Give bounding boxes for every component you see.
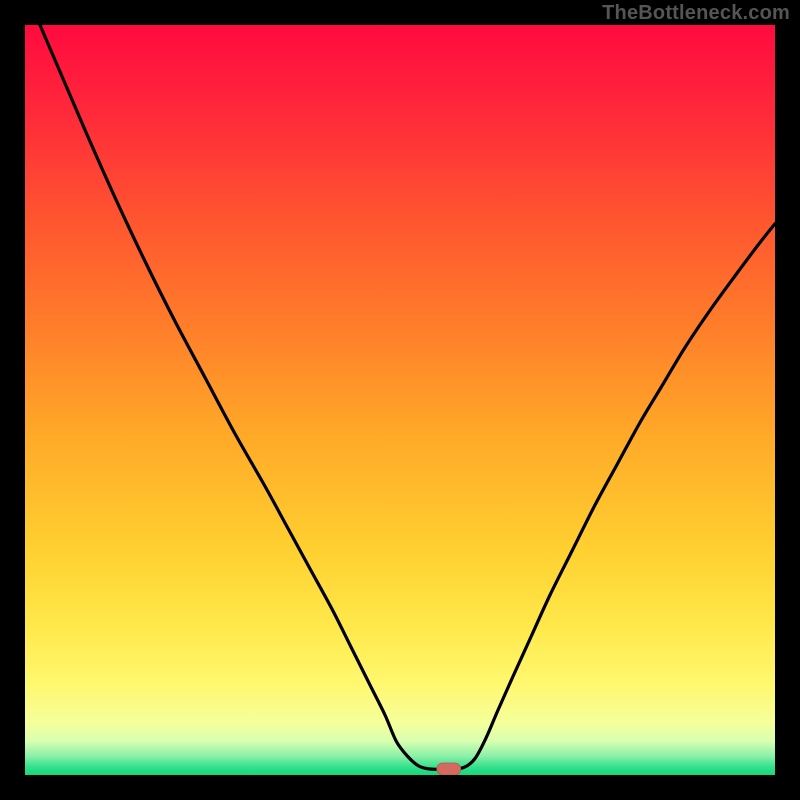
bottleneck-curve-chart [0,0,800,800]
attribution-label: TheBottleneck.com [602,2,790,25]
min-marker [437,763,461,775]
chart-container: TheBottleneck.com [0,0,800,800]
chart-background-gradient [25,25,775,775]
